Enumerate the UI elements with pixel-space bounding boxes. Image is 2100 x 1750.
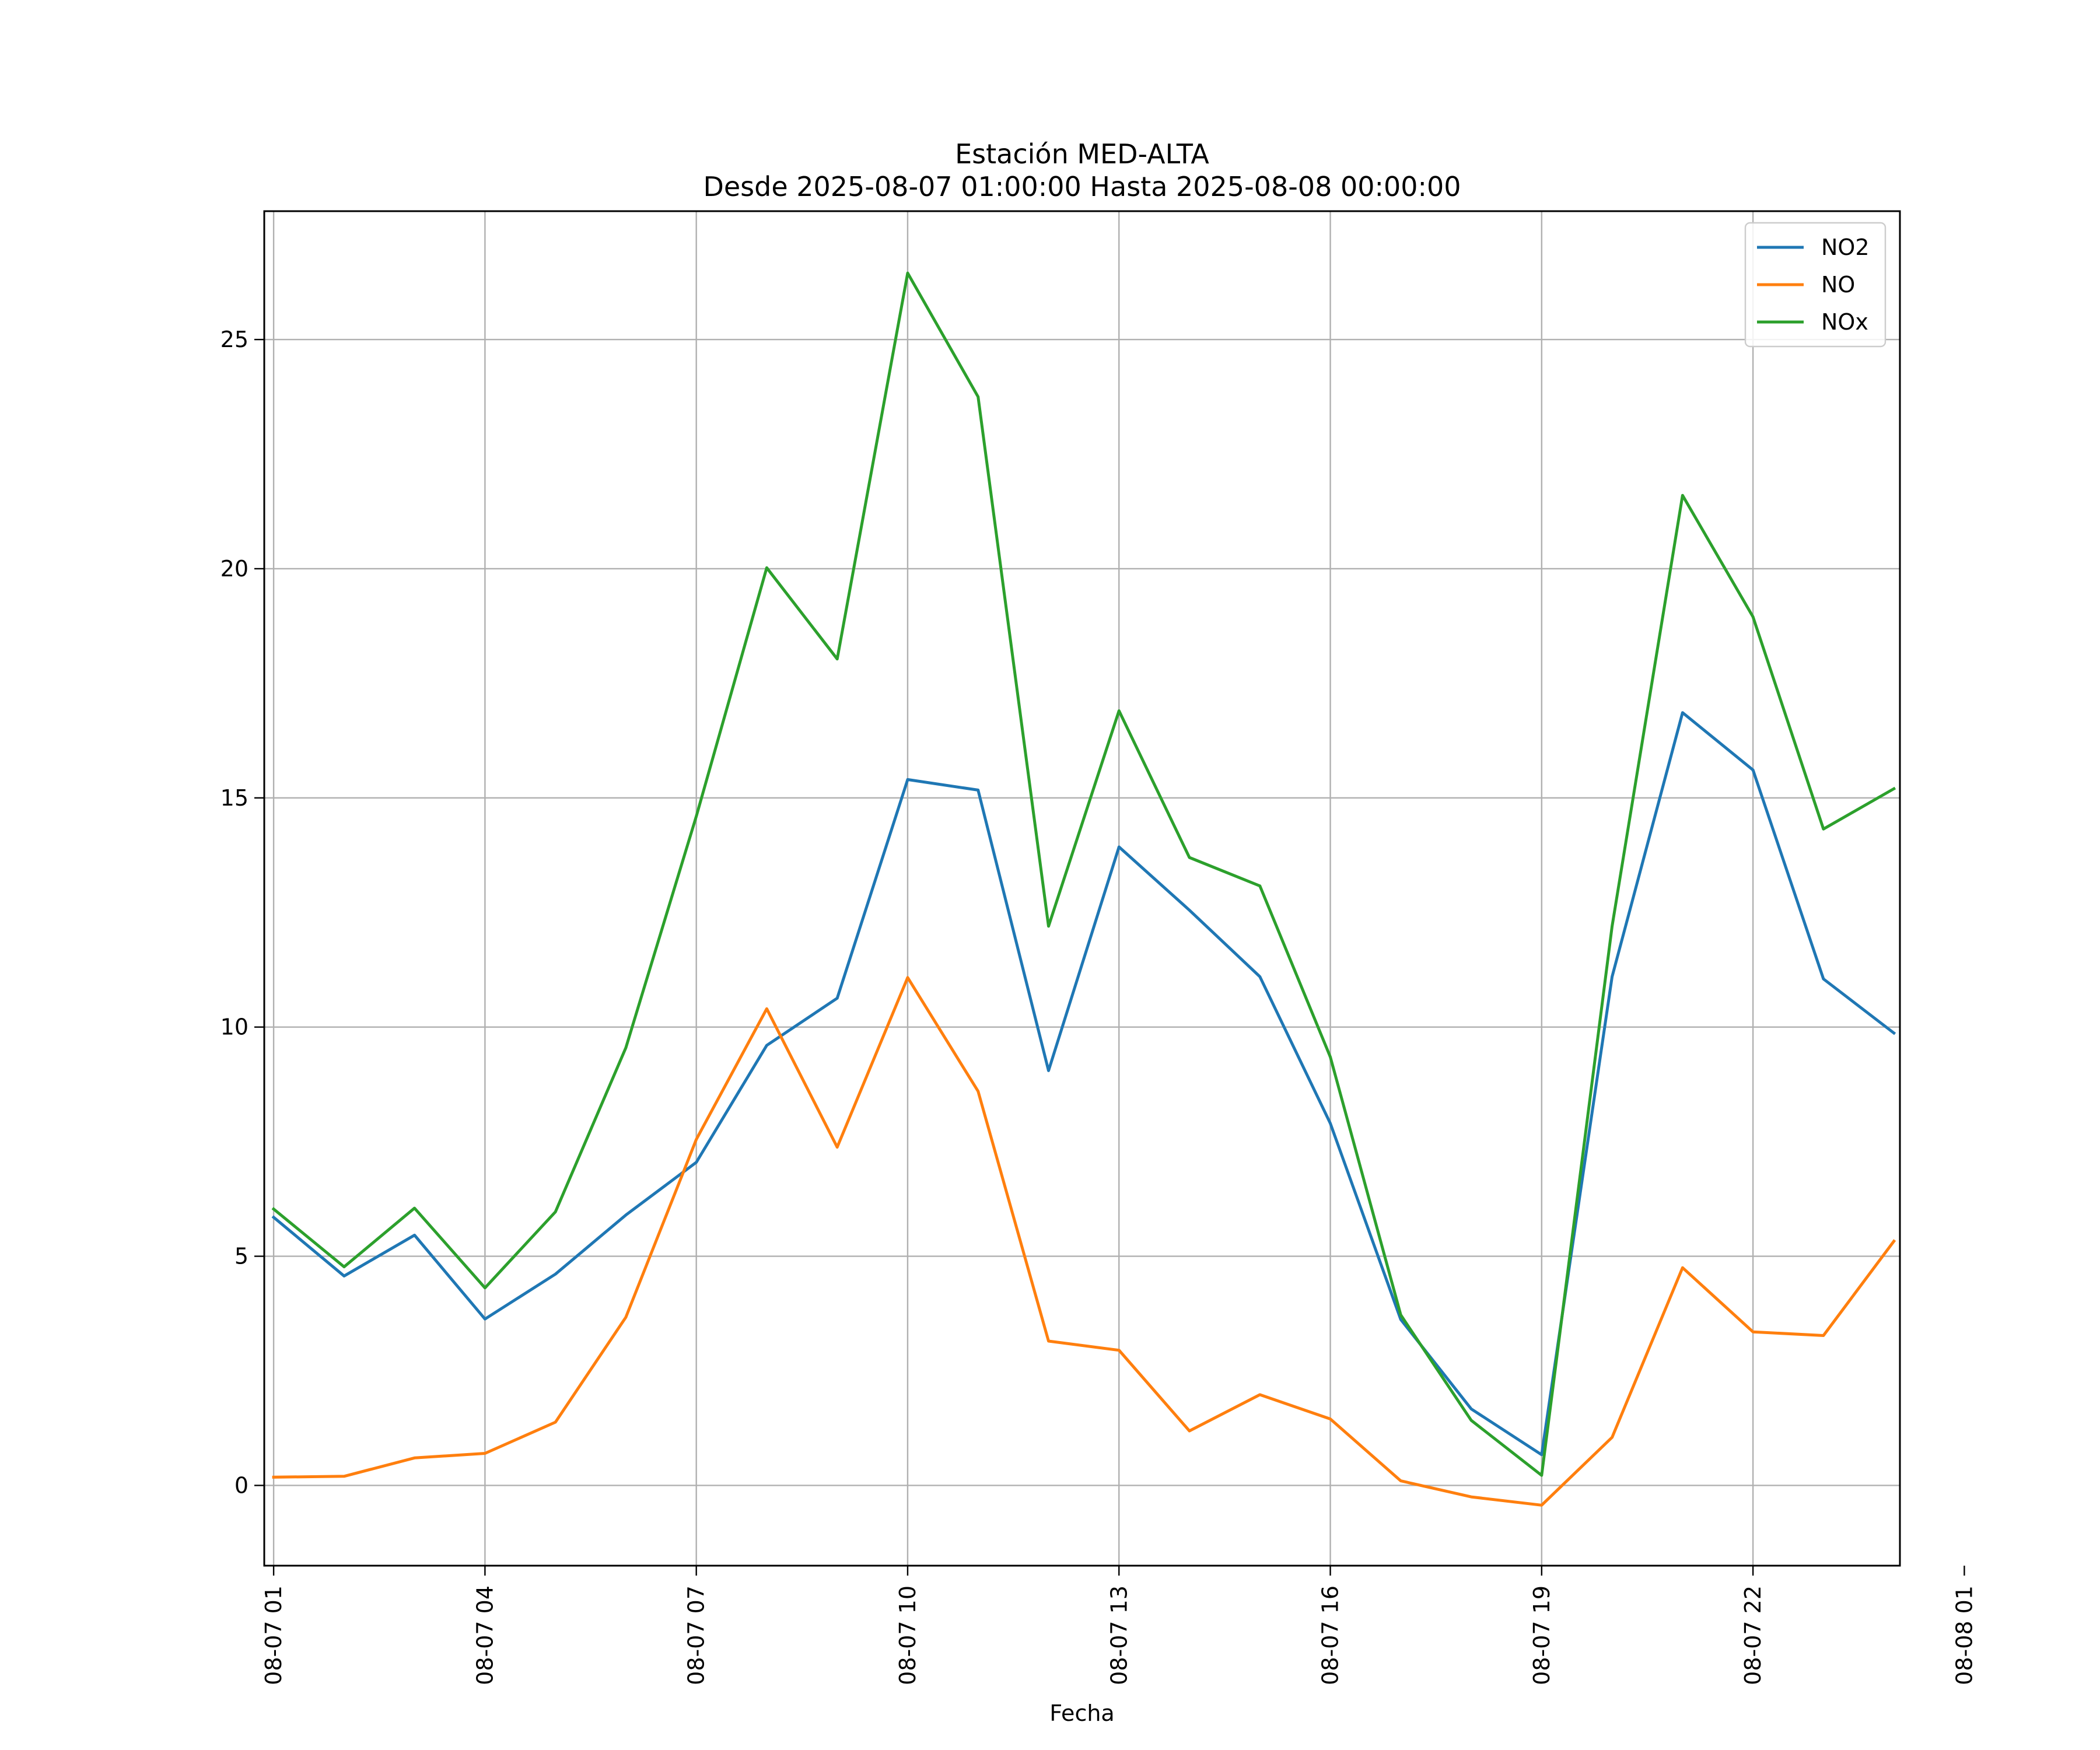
x-tick-label: 08-07 19: [1529, 1586, 1555, 1685]
grid: [264, 211, 1900, 1566]
y-tick-label: 25: [220, 327, 249, 352]
x-axis-label: Fecha: [1049, 1700, 1114, 1726]
x-tick-label: 08-07 07: [684, 1586, 709, 1685]
x-tick-label: 08-07 16: [1318, 1586, 1343, 1685]
y-tick-label: 15: [220, 785, 249, 811]
series-line-nox: [271, 271, 1896, 1477]
x-tick-label: 08-07 13: [1106, 1586, 1132, 1685]
x-tick-label: 08-07 01: [261, 1586, 286, 1685]
y-tick-label: 10: [220, 1014, 249, 1040]
legend-label-nox: NOx: [1821, 309, 1868, 335]
y-tick-label: 0: [235, 1472, 249, 1498]
x-axis: 08-07 01 08-07 04 08-07 07 08-07 10 08-07 13…: [261, 1566, 1977, 1685]
legend-box: [1744, 222, 1887, 348]
x-tick-label: 08-07 10: [895, 1586, 921, 1685]
series-lines: [271, 271, 1896, 1507]
chart-title-line2: Desde 2025-08-07 01:00:00 Hasta 2025-08-…: [703, 171, 1461, 202]
x-tick-label: 08-07 22: [1740, 1586, 1766, 1685]
x-tick-label: 08-07 04: [472, 1586, 498, 1685]
chart-title-line1: Estación MED-ALTA: [955, 138, 1209, 170]
y-axis: 0 5 10 15 20 25: [220, 327, 264, 1498]
legend-label-no2: NO2: [1821, 235, 1870, 260]
legend-label-no: NO: [1821, 272, 1855, 298]
plot-area-frame: [263, 210, 1901, 1567]
x-tick-label: 08-08 01: [1951, 1586, 1977, 1685]
y-tick-label: 5: [235, 1244, 249, 1269]
legend: NO2 NO NOx: [1744, 222, 1887, 348]
series-line-no: [272, 976, 1896, 1507]
y-tick-label: 20: [220, 556, 249, 582]
series-line-no2: [271, 711, 1896, 1457]
